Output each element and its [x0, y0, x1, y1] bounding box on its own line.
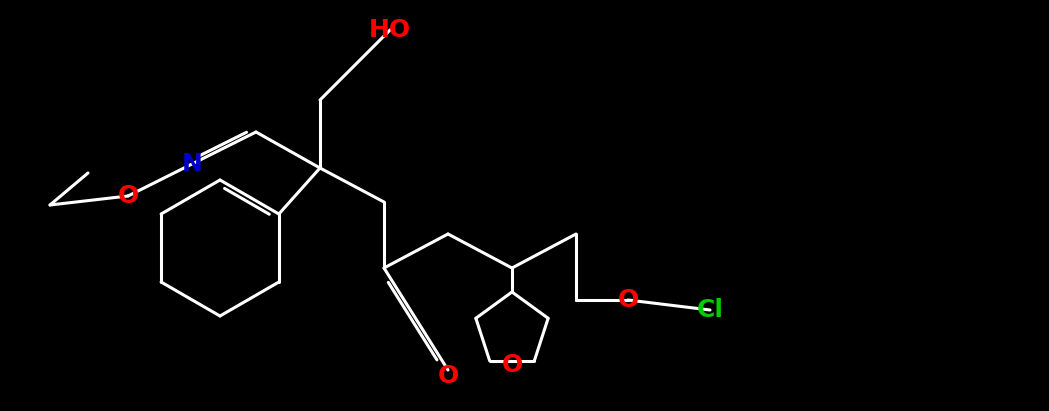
Text: O: O [618, 288, 639, 312]
Text: O: O [117, 184, 138, 208]
Text: HO: HO [369, 18, 411, 42]
Text: N: N [181, 152, 202, 176]
Text: Cl: Cl [697, 298, 724, 322]
Text: O: O [501, 353, 522, 377]
Text: O: O [437, 364, 458, 388]
